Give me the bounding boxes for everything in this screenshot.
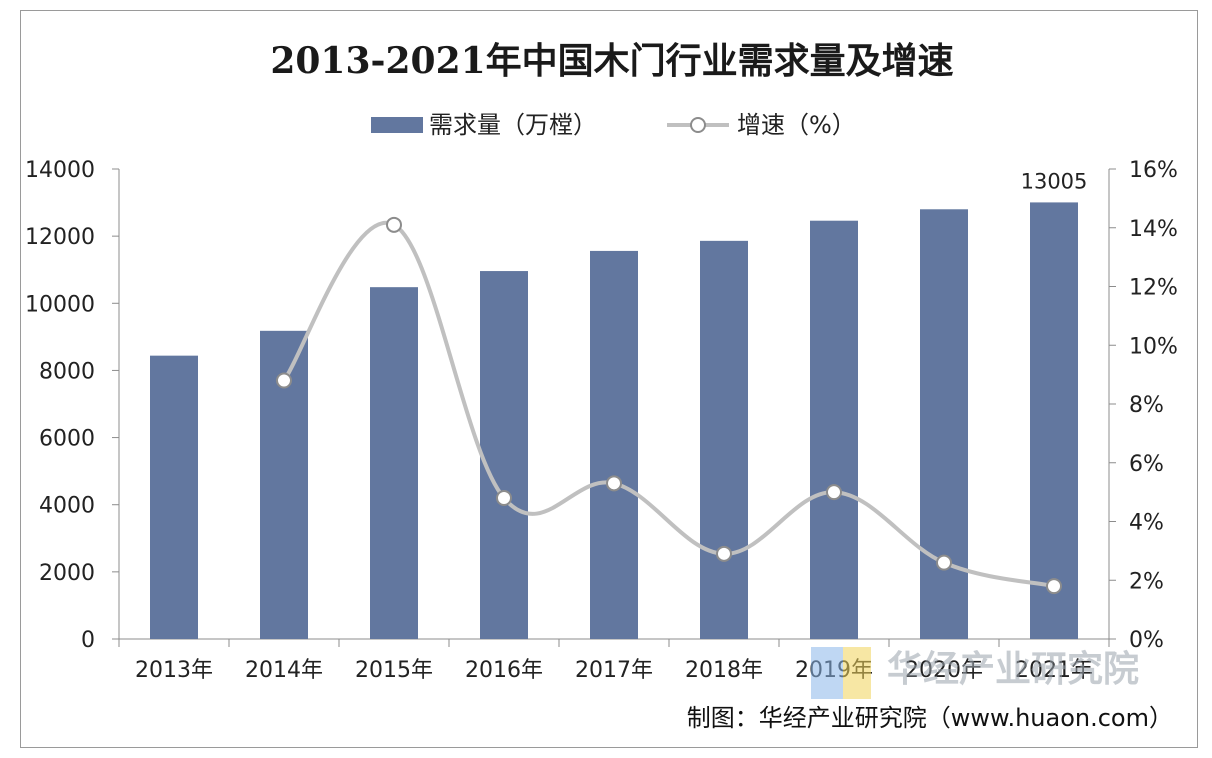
growth-point-4 xyxy=(606,475,622,492)
left-axis-tick-label: 0 xyxy=(81,628,95,653)
legend: 需求量（万樘） 增速（%） xyxy=(371,111,856,139)
legend-line-marker xyxy=(690,117,706,133)
x-tick-label: 2020年 xyxy=(905,658,983,683)
right-axis-tick-label: 12% xyxy=(1129,276,1178,301)
x-axis-ticks: 2013年2014年2015年2016年2017年2018年2019年2020年… xyxy=(135,658,1093,683)
watermark-logo-yellow xyxy=(843,647,871,699)
left-axis-ticks: 0 2000 4000 6000 8000 10000 12000 14000 xyxy=(25,158,119,653)
left-axis-tick-label: 14000 xyxy=(25,158,95,183)
growth-point-8 xyxy=(1046,578,1062,595)
bar-9 xyxy=(1030,202,1078,639)
left-axis-tick-label: 2000 xyxy=(39,561,95,586)
watermark-logo-blue xyxy=(811,647,843,699)
chart-credit: 制图：华经产业研究院（www.huaon.com） xyxy=(687,704,1173,732)
growth-line-series xyxy=(276,216,1062,595)
left-axis-tick-label: 6000 xyxy=(39,427,95,452)
bar-4 xyxy=(480,271,528,639)
left-axis-tick-label: 10000 xyxy=(25,292,95,317)
right-axis-tick-label: 16% xyxy=(1129,158,1178,183)
x-tick-label: 2021年 xyxy=(1015,658,1093,683)
right-axis-ticks: 0% 2% 4% 6% 8% 10% 12% 14% 16% xyxy=(1109,158,1178,653)
bar-6 xyxy=(700,240,748,640)
growth-point-5 xyxy=(716,545,732,562)
bar-3 xyxy=(370,287,418,639)
right-axis-tick-label: 2% xyxy=(1129,569,1164,594)
left-axis-tick-label: 8000 xyxy=(39,359,95,384)
right-axis-tick-label: 4% xyxy=(1129,511,1164,536)
growth-point-6 xyxy=(826,484,842,501)
bar-7 xyxy=(810,220,858,639)
right-axis-tick-label: 0% xyxy=(1129,628,1164,653)
x-tick-label: 2017年 xyxy=(575,658,653,683)
watermark-text: 华经产业研究院 xyxy=(887,649,1139,690)
watermark: 华经产业研究院 xyxy=(811,647,1139,699)
growth-point-2 xyxy=(386,216,402,233)
right-axis-tick-label: 10% xyxy=(1129,334,1178,359)
x-tick-label: 2014年 xyxy=(245,658,323,683)
bar-5 xyxy=(590,250,638,639)
chart-canvas: 2013-2021年中国木门行业需求量及增速 需求量（万樘） 增速（%） 0 20… xyxy=(25,40,1178,732)
growth-point-3 xyxy=(496,490,512,506)
x-tick-label: 2015年 xyxy=(355,658,433,683)
x-tick-label: 2013年 xyxy=(135,658,213,683)
x-tick-label: 2018年 xyxy=(685,658,763,683)
legend-bar-label: 需求量（万樘） xyxy=(429,111,597,139)
bar-series xyxy=(150,202,1078,640)
data-labels: 13005 xyxy=(1021,169,1088,193)
right-axis-tick-label: 8% xyxy=(1129,393,1164,418)
left-axis-tick-label: 4000 xyxy=(39,494,95,519)
legend-line-label: 增速（%） xyxy=(737,111,856,139)
bar-8 xyxy=(920,209,968,640)
bar-1 xyxy=(150,355,198,639)
right-axis-tick-label: 6% xyxy=(1129,452,1164,477)
left-axis-tick-label: 12000 xyxy=(25,225,95,250)
growth-point-7 xyxy=(936,554,952,571)
bar-data-label: 13005 xyxy=(1021,169,1088,193)
right-axis-tick-label: 14% xyxy=(1129,217,1178,242)
x-tick-label: 2016年 xyxy=(465,658,543,683)
legend-bar-swatch xyxy=(371,117,423,133)
growth-point-1 xyxy=(276,372,292,389)
chart-title: 2013-2021年中国木门行业需求量及增速 xyxy=(270,40,953,82)
chart-frame: 2013-2021年中国木门行业需求量及增速 需求量（万樘） 增速（%） 0 20… xyxy=(20,10,1198,748)
